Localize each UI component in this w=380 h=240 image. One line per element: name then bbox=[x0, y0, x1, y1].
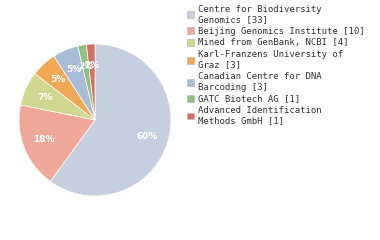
Wedge shape bbox=[21, 74, 95, 120]
Wedge shape bbox=[19, 105, 95, 181]
Text: 5%: 5% bbox=[51, 75, 66, 84]
Wedge shape bbox=[50, 44, 171, 196]
Wedge shape bbox=[54, 46, 95, 120]
Text: 5%: 5% bbox=[66, 65, 81, 74]
Text: 2%: 2% bbox=[78, 62, 93, 71]
Text: 60%: 60% bbox=[136, 132, 158, 141]
Text: 18%: 18% bbox=[33, 135, 55, 144]
Text: 7%: 7% bbox=[38, 93, 53, 102]
Legend: Centre for Biodiversity
Genomics [33], Beijing Genomics Institute [10], Mined fr: Centre for Biodiversity Genomics [33], B… bbox=[187, 5, 364, 125]
Text: 2%: 2% bbox=[84, 61, 100, 70]
Wedge shape bbox=[78, 44, 95, 120]
Wedge shape bbox=[86, 44, 95, 120]
Wedge shape bbox=[35, 56, 95, 120]
